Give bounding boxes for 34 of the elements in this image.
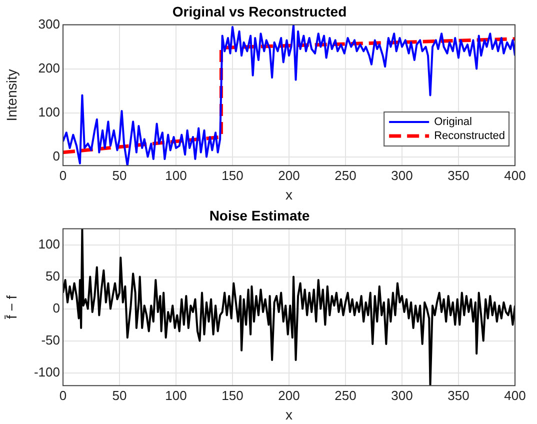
y-tick-label: 0 — [52, 148, 60, 164]
x-tick-label: 150 — [222, 168, 244, 183]
x-tick-label: 50 — [112, 388, 127, 403]
x-tick-label: 300 — [391, 168, 413, 183]
x-tick-label: 200 — [278, 168, 300, 183]
y-tick-label: -100 — [34, 364, 60, 380]
y-axis-title: f̄ − f — [3, 295, 20, 320]
y-tick-label: 50 — [46, 268, 60, 284]
y-tick-label: 300 — [38, 16, 60, 32]
x-tick-label: 350 — [448, 168, 470, 183]
y-tick-label: 100 — [38, 236, 60, 252]
x-tick-label: 300 — [391, 388, 413, 403]
chart-title: Noise Estimate — [209, 207, 310, 224]
x-tick-label: 250 — [334, 168, 356, 183]
line-series — [63, 37, 515, 154]
x-tick-label: 150 — [222, 388, 244, 403]
x-axis-title: x — [286, 406, 292, 422]
x-tick-label: 350 — [448, 388, 470, 403]
x-tick-label: 50 — [112, 168, 127, 183]
x-tick-label: 400 — [504, 168, 526, 183]
x-tick-label: 400 — [504, 388, 526, 403]
x-tick-label: 250 — [334, 388, 356, 403]
y-tick-label: 0 — [52, 300, 60, 316]
x-tick-label: 100 — [165, 388, 187, 403]
chart-title: Original vs Reconstructed — [172, 3, 347, 20]
y-tick-label: -50 — [41, 332, 60, 348]
x-tick-label: 200 — [278, 388, 300, 403]
y-tick-label: 200 — [38, 60, 60, 76]
legend-label: Reconstructed — [434, 130, 506, 142]
y-tick-label: 100 — [38, 104, 60, 120]
y-axis-title: Intensity — [3, 69, 20, 122]
x-tick-label: 100 — [165, 168, 187, 183]
legend-label: Original — [434, 116, 472, 128]
x-axis-title: x — [286, 186, 292, 202]
